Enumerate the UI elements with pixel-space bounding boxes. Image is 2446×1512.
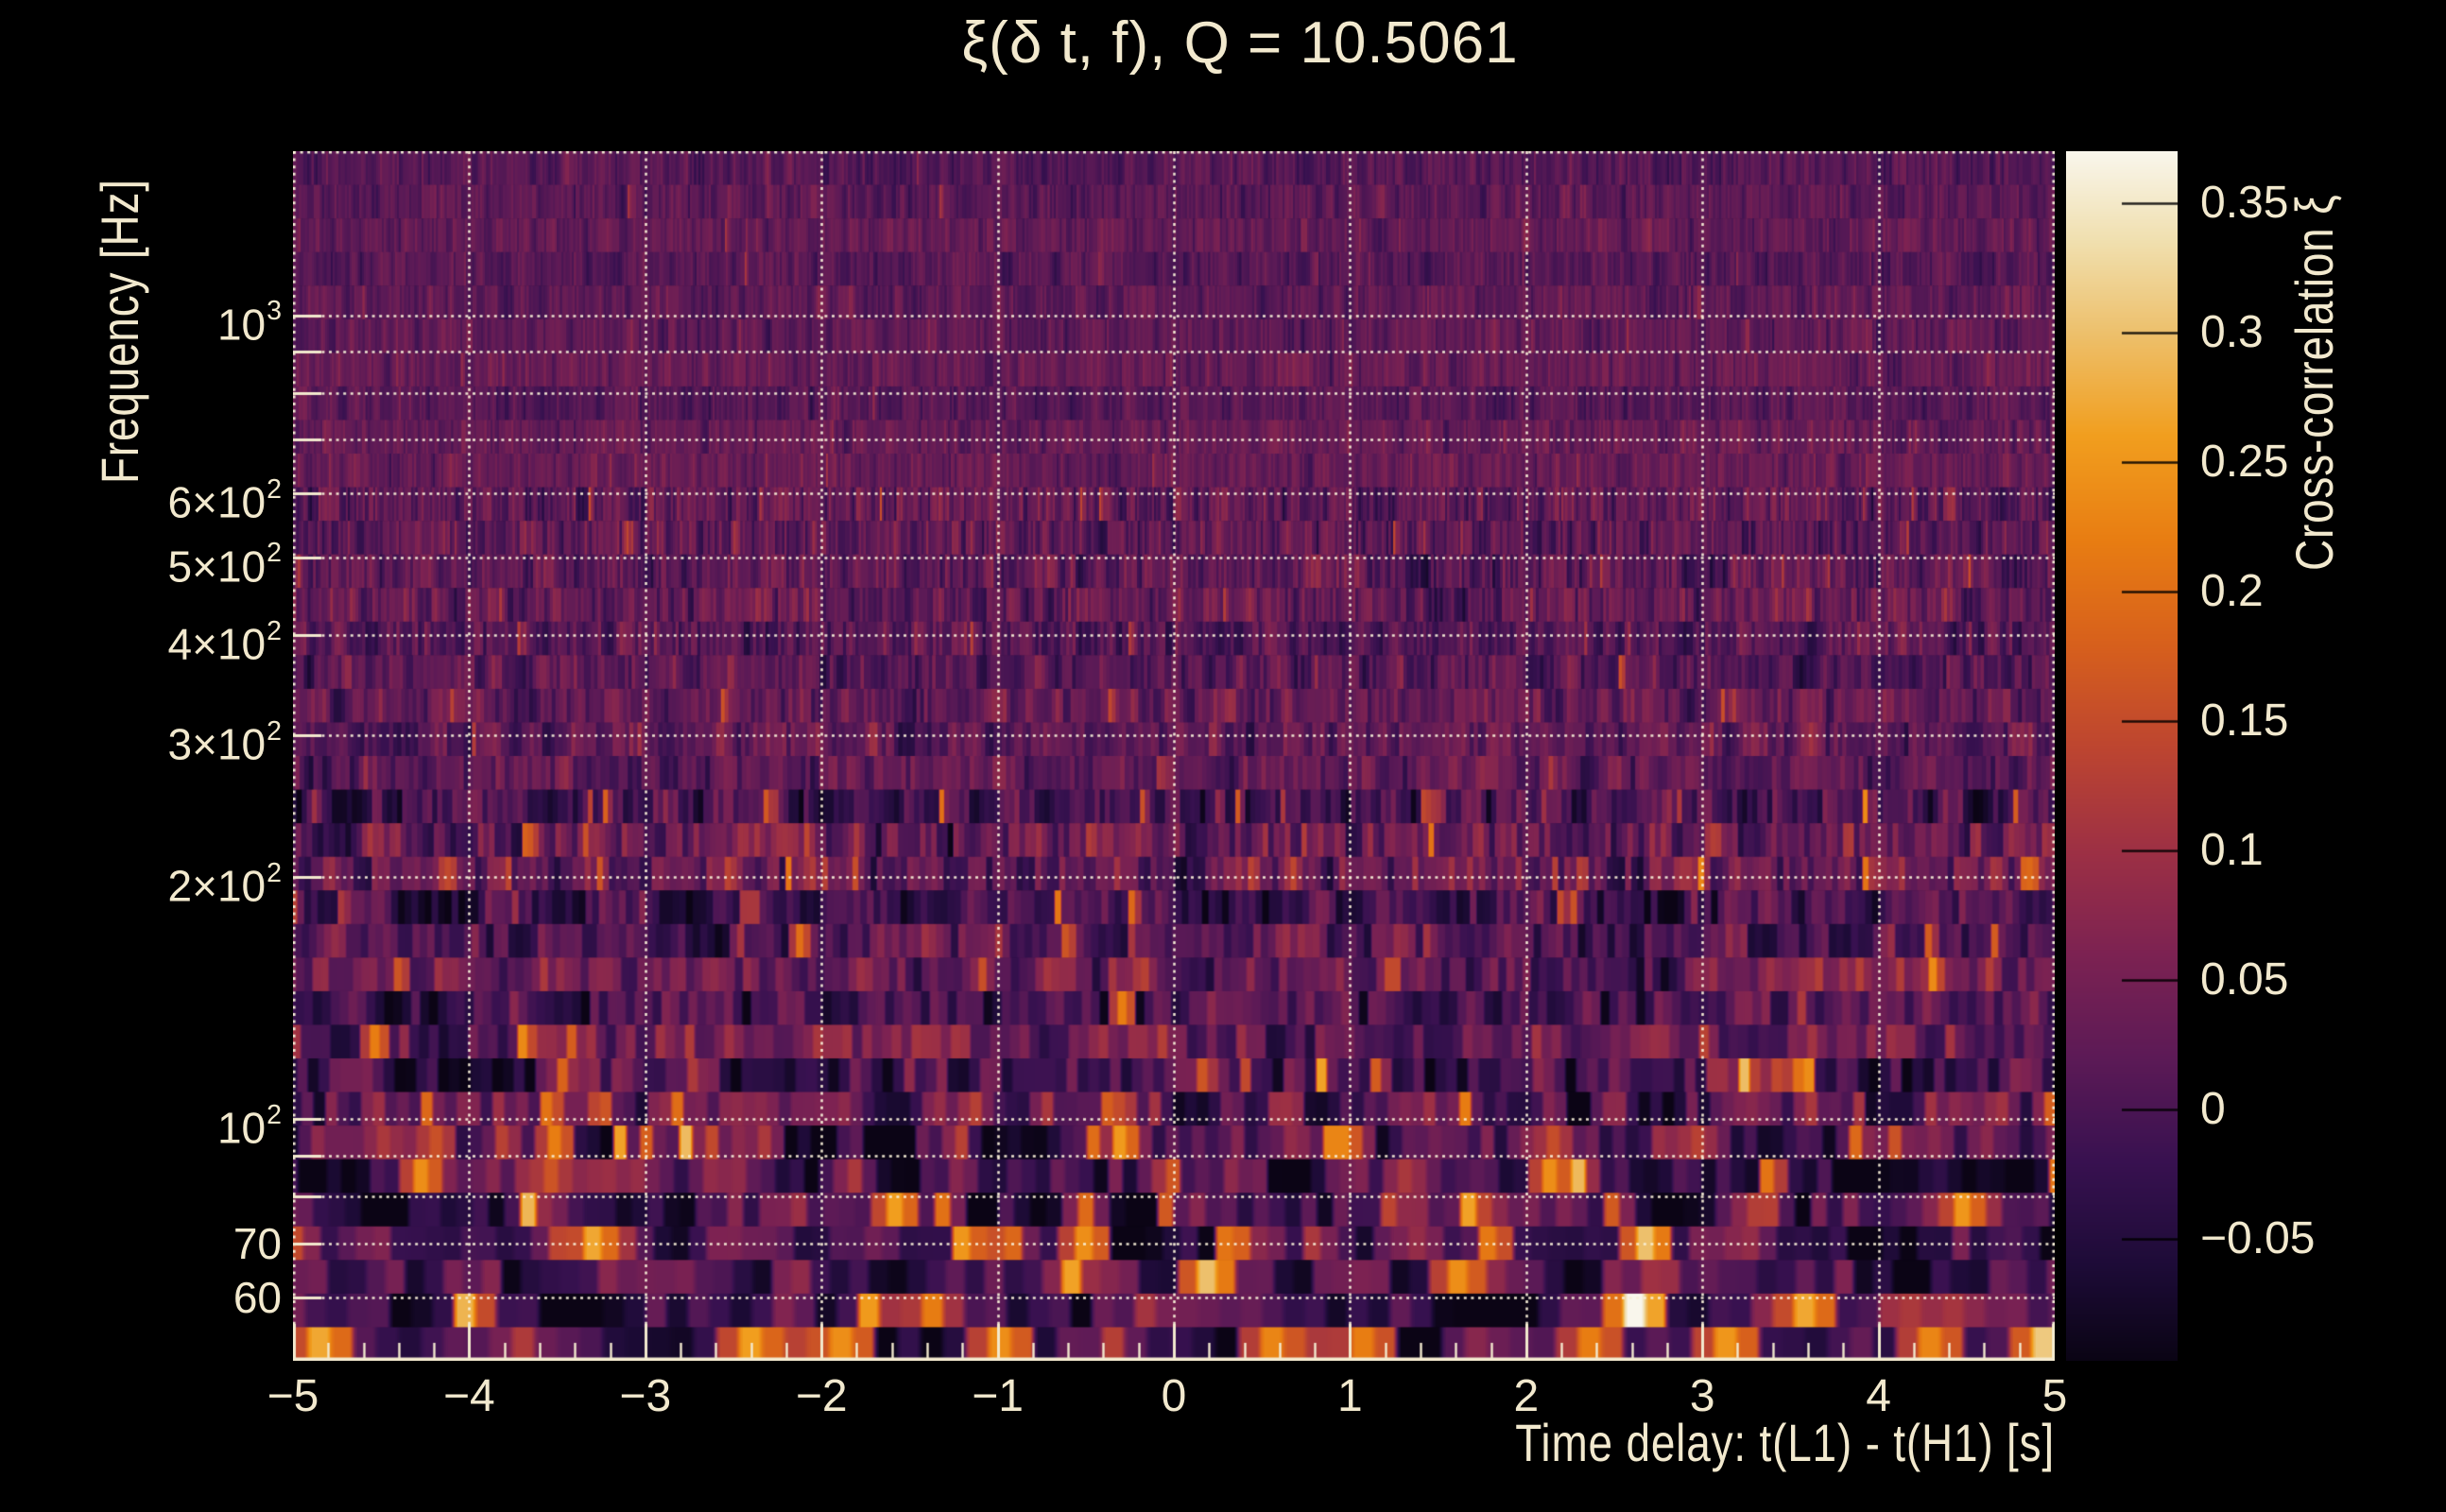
x-tick-label--4: −4 (443, 1371, 495, 1421)
x-axis-title: Time delay: t(L1) - t(H1) [s] (1515, 1413, 2055, 1472)
x-tick-label--3: −3 (619, 1371, 672, 1421)
colorbar-tick-label-−0.05: −0.05 (2200, 1213, 2316, 1264)
colorbar-tick-label-0.1: 0.1 (2200, 825, 2264, 876)
colorbar-canvas (2066, 151, 2178, 1361)
x-tick-label-1: 1 (1337, 1371, 1363, 1421)
x-tick-label-2: 2 (1513, 1371, 1540, 1421)
y-tick-label-400: 4×102 (167, 615, 282, 669)
y-tick-label-600: 6×102 (167, 473, 282, 527)
colorbar-tick-label-0: 0 (2200, 1084, 2226, 1135)
x-tick-label-4: 4 (1866, 1371, 1891, 1421)
colorbar-title: Cross-correlation ξ (2284, 194, 2344, 572)
colorbar-tick-label-0.15: 0.15 (2200, 695, 2289, 746)
y-tick-label-60: 60 (233, 1272, 282, 1322)
chart-title: ξ(δ t, f), Q = 10.5061 (961, 10, 1519, 76)
colorbar-tick-label-0.3: 0.3 (2200, 306, 2264, 357)
x-tick-label--1: −1 (972, 1371, 1024, 1421)
x-tick-label-5: 5 (2041, 1371, 2068, 1421)
x-tick-label-0: 0 (1161, 1371, 1187, 1421)
x-tick-label-3: 3 (1689, 1371, 1715, 1421)
y-tick-label-300: 3×102 (167, 715, 282, 769)
x-tick-label--5: −5 (267, 1371, 319, 1421)
colorbar-tick-label-0.05: 0.05 (2200, 954, 2289, 1005)
y-tick-label-200: 2×102 (167, 857, 282, 911)
colorbar-tick-label-0.2: 0.2 (2200, 565, 2264, 616)
x-tick-label--2: −2 (795, 1371, 848, 1421)
y-tick-label-100: 102 (216, 1099, 282, 1153)
y-tick-label-500: 5×102 (167, 538, 282, 591)
y-tick-label-1000: 103 (216, 296, 282, 349)
heatmap-canvas (293, 151, 2055, 1361)
colorbar-tick-label-0.25: 0.25 (2200, 436, 2289, 487)
colorbar-tick-label-0.35: 0.35 (2200, 177, 2289, 228)
y-axis-title: Frequency [Hz] (90, 179, 149, 484)
y-tick-label-70: 70 (233, 1218, 282, 1268)
